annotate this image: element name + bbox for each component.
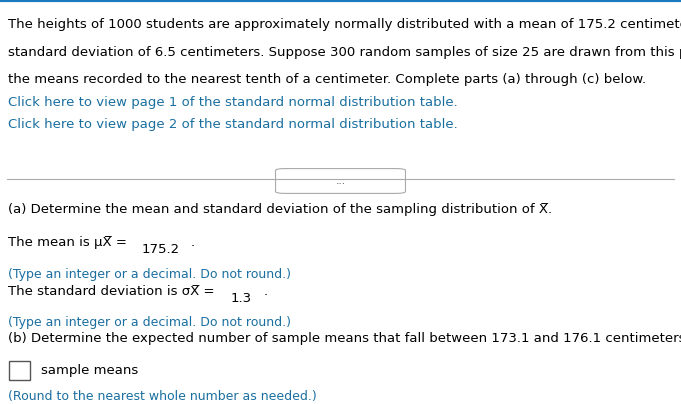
Text: .: . [191,236,195,249]
FancyBboxPatch shape [10,361,29,379]
Text: The heights of 1000 students are approximately normally distributed with a mean : The heights of 1000 students are approxi… [8,18,681,31]
FancyBboxPatch shape [276,168,405,194]
Text: (Round to the nearest whole number as needed.): (Round to the nearest whole number as ne… [8,390,317,403]
Text: The mean is μX̅ =: The mean is μX̅ = [8,236,131,249]
Text: ...: ... [336,176,345,186]
Text: (b) Determine the expected number of sample means that fall between 173.1 and 17: (b) Determine the expected number of sam… [8,332,681,345]
Text: (Type an integer or a decimal. Do not round.): (Type an integer or a decimal. Do not ro… [8,268,291,281]
Text: standard deviation of 6.5 centimeters. Suppose 300 random samples of size 25 are: standard deviation of 6.5 centimeters. S… [8,46,681,59]
Text: 175.2: 175.2 [142,243,180,256]
Text: .: . [264,285,268,298]
Text: Click here to view page 2 of the standard normal distribution table.: Click here to view page 2 of the standar… [8,118,458,131]
Text: (Type an integer or a decimal. Do not round.): (Type an integer or a decimal. Do not ro… [8,316,291,329]
Text: the means recorded to the nearest tenth of a centimeter. Complete parts (a) thro: the means recorded to the nearest tenth … [8,73,646,86]
Text: The standard deviation is σX̅ =: The standard deviation is σX̅ = [8,285,219,298]
Text: (a) Determine the mean and standard deviation of the sampling distribution of X̅: (a) Determine the mean and standard devi… [8,203,552,216]
Text: 1.3: 1.3 [230,292,252,305]
Text: sample means: sample means [41,364,138,377]
Text: Click here to view page 1 of the standard normal distribution table.: Click here to view page 1 of the standar… [8,96,458,109]
